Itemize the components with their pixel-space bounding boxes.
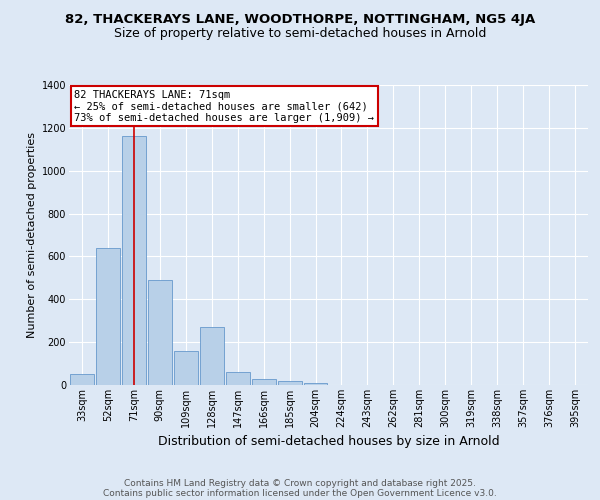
Bar <box>122 136 146 385</box>
Bar <box>226 372 250 385</box>
Text: 82 THACKERAYS LANE: 71sqm
← 25% of semi-detached houses are smaller (642)
73% of: 82 THACKERAYS LANE: 71sqm ← 25% of semi-… <box>74 90 374 122</box>
Text: 82, THACKERAYS LANE, WOODTHORPE, NOTTINGHAM, NG5 4JA: 82, THACKERAYS LANE, WOODTHORPE, NOTTING… <box>65 12 535 26</box>
Bar <box>174 350 198 385</box>
Bar <box>70 374 94 385</box>
Bar <box>96 248 120 385</box>
Bar <box>304 383 328 385</box>
Text: Contains HM Land Registry data © Crown copyright and database right 2025.: Contains HM Land Registry data © Crown c… <box>124 478 476 488</box>
Bar <box>200 327 224 385</box>
Text: Size of property relative to semi-detached houses in Arnold: Size of property relative to semi-detach… <box>114 28 486 40</box>
Bar <box>278 380 302 385</box>
Bar <box>148 280 172 385</box>
Bar <box>251 378 275 385</box>
X-axis label: Distribution of semi-detached houses by size in Arnold: Distribution of semi-detached houses by … <box>158 436 499 448</box>
Text: Contains public sector information licensed under the Open Government Licence v3: Contains public sector information licen… <box>103 488 497 498</box>
Y-axis label: Number of semi-detached properties: Number of semi-detached properties <box>28 132 37 338</box>
